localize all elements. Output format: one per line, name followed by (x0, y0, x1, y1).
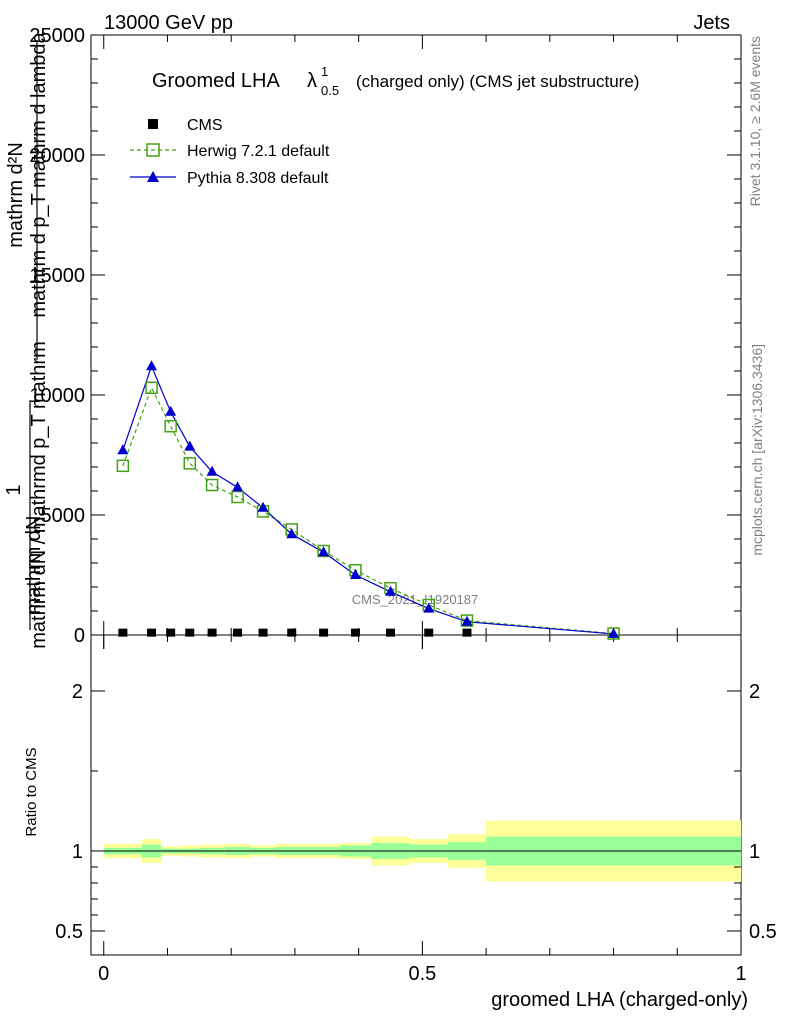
ratio-ytick-label-0: 0.5 (55, 921, 83, 943)
cms-point-2 (166, 628, 176, 637)
main-ytick-label-1: 5000 (41, 505, 86, 527)
legend-cms-marker (148, 119, 158, 129)
herwig-point-4 (205, 478, 219, 492)
ratio-panel-frame (90, 634, 742, 956)
pythia-point-12 (461, 615, 473, 626)
xtick-label-1: 0.5 (408, 963, 436, 985)
main-ytick-label-3: 15000 (29, 265, 85, 287)
ylabel-one: 1 (3, 484, 25, 495)
ylabel-den-top: mathrm dN / mathrmd p_T mathrm (28, 341, 50, 648)
ratio-ytick-label-right-1: 1 (749, 841, 760, 863)
ratio-ytick-label-right-0: 0.5 (749, 921, 777, 943)
series-layer (116, 360, 620, 640)
legend-herwig-marker (146, 143, 160, 157)
pythia-point-9 (349, 569, 361, 579)
ratio-y-label: Ratio to CMS (23, 747, 40, 836)
herwig-point-5 (231, 490, 244, 504)
title-lambda: λ (307, 70, 317, 92)
cms-point-12 (462, 628, 472, 637)
pythia-point-2 (165, 405, 177, 416)
cms-point-1 (147, 628, 157, 637)
main-y-label: mathrm d²N mathrm d p_T mathrm d lambda … (3, 31, 50, 648)
herwig-point-2 (164, 419, 177, 433)
herwig-point-3 (183, 457, 197, 470)
pythia-point-4 (206, 465, 218, 476)
header-right: Jets (693, 12, 730, 34)
main-y-ticks: 0 5000 10000 15000 20000 25000 (29, 25, 741, 647)
herwig-point-8 (317, 544, 330, 558)
cms-point-6 (258, 628, 268, 637)
watermark: CMS_2021_I1920187 (352, 592, 479, 607)
cms-point-10 (386, 628, 396, 637)
pythia-point-8 (318, 546, 330, 557)
ratio-ytick-label-right-2: 2 (749, 681, 760, 703)
pythia-point-0 (117, 444, 129, 455)
rivet-label: Rivet 3.1.10, ≥ 2.6M events (747, 36, 763, 206)
main-ytick-label-2: 10000 (29, 385, 85, 407)
pythia-point-5 (232, 481, 244, 492)
main-ytick-label-4: 20000 (29, 145, 85, 167)
pythia-point-10 (385, 585, 397, 596)
pythia-point-6 (257, 501, 269, 512)
cms-point-5 (233, 628, 243, 637)
cms-point-7 (287, 628, 297, 637)
herwig-point-1 (145, 381, 158, 395)
cms-point-9 (350, 628, 360, 637)
pythia-point-13 (608, 627, 620, 638)
ylabel-num-top: mathrm d²N (5, 142, 27, 248)
main-ytick-label-0: 0 (74, 625, 85, 647)
pythia-point-1 (146, 360, 158, 371)
title-sub: 0.5 (321, 83, 339, 98)
ratio-ytick-label-2: 2 (72, 681, 83, 703)
pythia-point-3 (184, 440, 196, 451)
ylabel-den-bottom: mathrm dN (23, 516, 45, 615)
xtick-label-2: 1 (735, 963, 746, 985)
title-rest: (charged only) (CMS jet substructure) (356, 72, 639, 91)
main-ytick-label-5: 25000 (29, 25, 85, 47)
legend-cms-label: CMS (187, 117, 223, 134)
ratio-ytick-label-1: 1 (72, 841, 83, 863)
cms-point-11 (424, 628, 434, 637)
legend-herwig-label: Herwig 7.2.1 default (187, 143, 330, 160)
cms-point-3 (185, 628, 195, 637)
mcplots-label: mcplots.cern.ch [arXiv:1306.3436] (749, 344, 765, 556)
ratio-y-ticks: 0.5 0.5 1 1 2 2 (55, 681, 777, 943)
pythia-point-11 (423, 602, 435, 613)
legend-pythia-label: Pythia 8.308 default (187, 170, 329, 187)
legend: CMS Herwig 7.2.1 default Pythia 8.308 de… (130, 117, 330, 187)
pythia-point-7 (286, 528, 298, 539)
x-ticks: 0 0.5 1 (98, 35, 747, 985)
legend-pythia-marker (147, 171, 159, 182)
herwig-point-0 (116, 459, 130, 473)
xtick-label-0: 0 (98, 963, 109, 985)
title-main: Groomed LHA (152, 70, 280, 92)
x-axis-label: groomed LHA (charged-only) (491, 989, 748, 1011)
plot-title: Groomed LHA λ 1 0.5 (charged only) (CMS … (152, 64, 639, 98)
cms-point-4 (207, 628, 217, 637)
title-sup: 1 (321, 64, 328, 79)
cms-point-8 (319, 628, 329, 637)
pythia-line (122, 364, 614, 635)
ylabel-num-bottom: mathrm d p_T mathrm d lambda (28, 31, 50, 317)
herwig-point-12 (460, 614, 474, 627)
cms-point-0 (118, 628, 128, 637)
header-left: 13000 GeV pp (104, 12, 233, 34)
